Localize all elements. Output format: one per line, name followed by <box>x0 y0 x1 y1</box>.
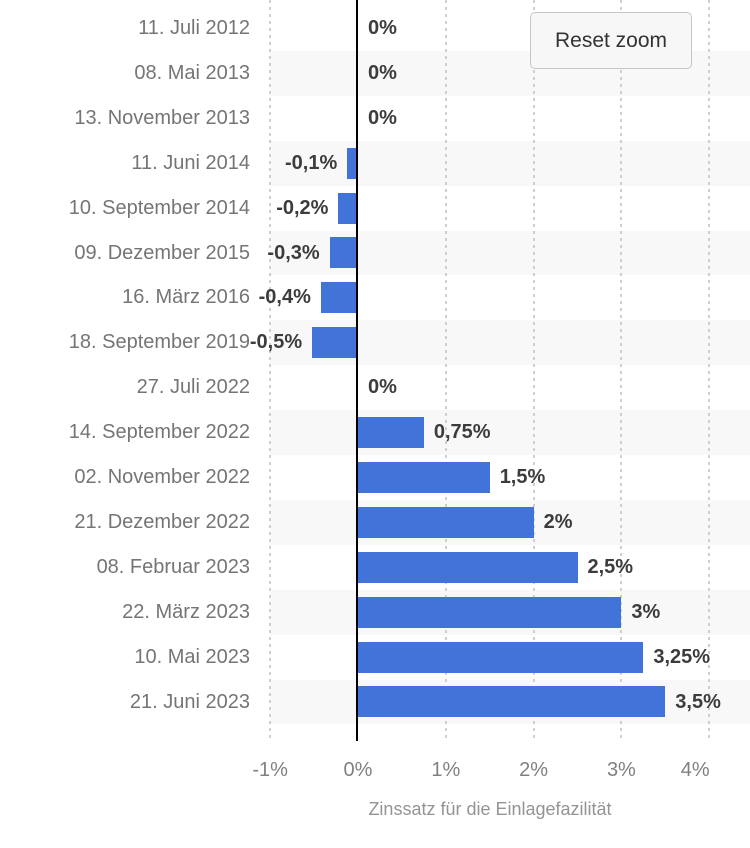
category-label: 22. März 2023 <box>122 600 250 623</box>
bar[interactable] <box>358 596 622 628</box>
gridline <box>444 0 447 740</box>
zero-axis-line <box>356 0 358 741</box>
category-label: 02. November 2022 <box>74 466 250 488</box>
category-label: 11. Juli 2012 <box>138 17 250 39</box>
value-label: -0,2% <box>276 196 329 219</box>
x-tick-label: 2% <box>519 759 549 781</box>
value-label: -0,5% <box>249 331 303 354</box>
category-label: 27. Juli 2022 <box>136 376 250 399</box>
category-label: 11. Juni 2014 <box>131 151 250 174</box>
category-label: 10. Mai 2023 <box>134 645 250 668</box>
category-label: 09. Dezember 2015 <box>74 241 250 264</box>
value-label: -0,3% <box>267 241 320 264</box>
category-label: 21. Dezember 2022 <box>74 510 250 533</box>
value-label: 3,5% <box>675 690 721 713</box>
row-band <box>270 410 750 455</box>
x-tick-label: 0% <box>343 759 373 781</box>
value-label: 0% <box>368 61 397 84</box>
bar[interactable] <box>320 282 356 314</box>
bar[interactable] <box>358 506 534 538</box>
bar[interactable] <box>358 686 666 718</box>
value-label: 0% <box>368 106 397 129</box>
bar[interactable] <box>312 327 356 359</box>
bar[interactable] <box>347 147 356 179</box>
category-label: 21. Juni 2023 <box>129 690 250 713</box>
category-label: 18. September 2019 <box>68 331 250 354</box>
bar[interactable] <box>338 192 356 224</box>
category-label: 16. März 2016 <box>122 286 250 309</box>
bar[interactable] <box>329 237 356 269</box>
value-label: -0,4% <box>258 286 311 309</box>
value-label: 0,75% <box>433 421 491 444</box>
value-label: -0,1% <box>284 151 338 174</box>
bar[interactable] <box>358 461 490 493</box>
value-label: 3% <box>631 600 661 623</box>
gridline <box>620 0 623 740</box>
gridline <box>269 0 272 740</box>
category-label: 10. September 2014 <box>68 196 250 219</box>
category-label: 14. September 2022 <box>68 421 250 444</box>
bar[interactable] <box>358 417 424 449</box>
value-label: 0% <box>368 376 397 399</box>
value-label: 0% <box>368 17 397 39</box>
category-label: 08. Februar 2023 <box>96 555 250 578</box>
row-band <box>270 140 750 186</box>
value-label: 1,5% <box>499 466 546 488</box>
x-tick-label: 3% <box>606 759 636 781</box>
category-label: 08. Mai 2013 <box>134 61 250 84</box>
value-label: 2,5% <box>587 555 634 578</box>
plot-area: 11. Juli 2012 0% 08. Mai 2013 0% 13. Novembe… <box>68 0 750 741</box>
value-label: 3,25% <box>653 645 711 668</box>
x-tick-label: 4% <box>680 759 710 781</box>
x-axis-title: Zinssatz für die Einlagefazilität <box>368 799 612 819</box>
x-tick-label: 1% <box>431 759 461 781</box>
reset-zoom-button[interactable]: Reset zoom <box>530 12 692 69</box>
value-label: 2% <box>543 510 573 533</box>
x-tick-label: -1% <box>252 759 288 781</box>
category-label: 13. November 2013 <box>74 106 250 129</box>
bar[interactable] <box>358 641 644 673</box>
gridline <box>532 0 535 740</box>
bar[interactable] <box>358 551 578 583</box>
gridline <box>708 0 711 740</box>
